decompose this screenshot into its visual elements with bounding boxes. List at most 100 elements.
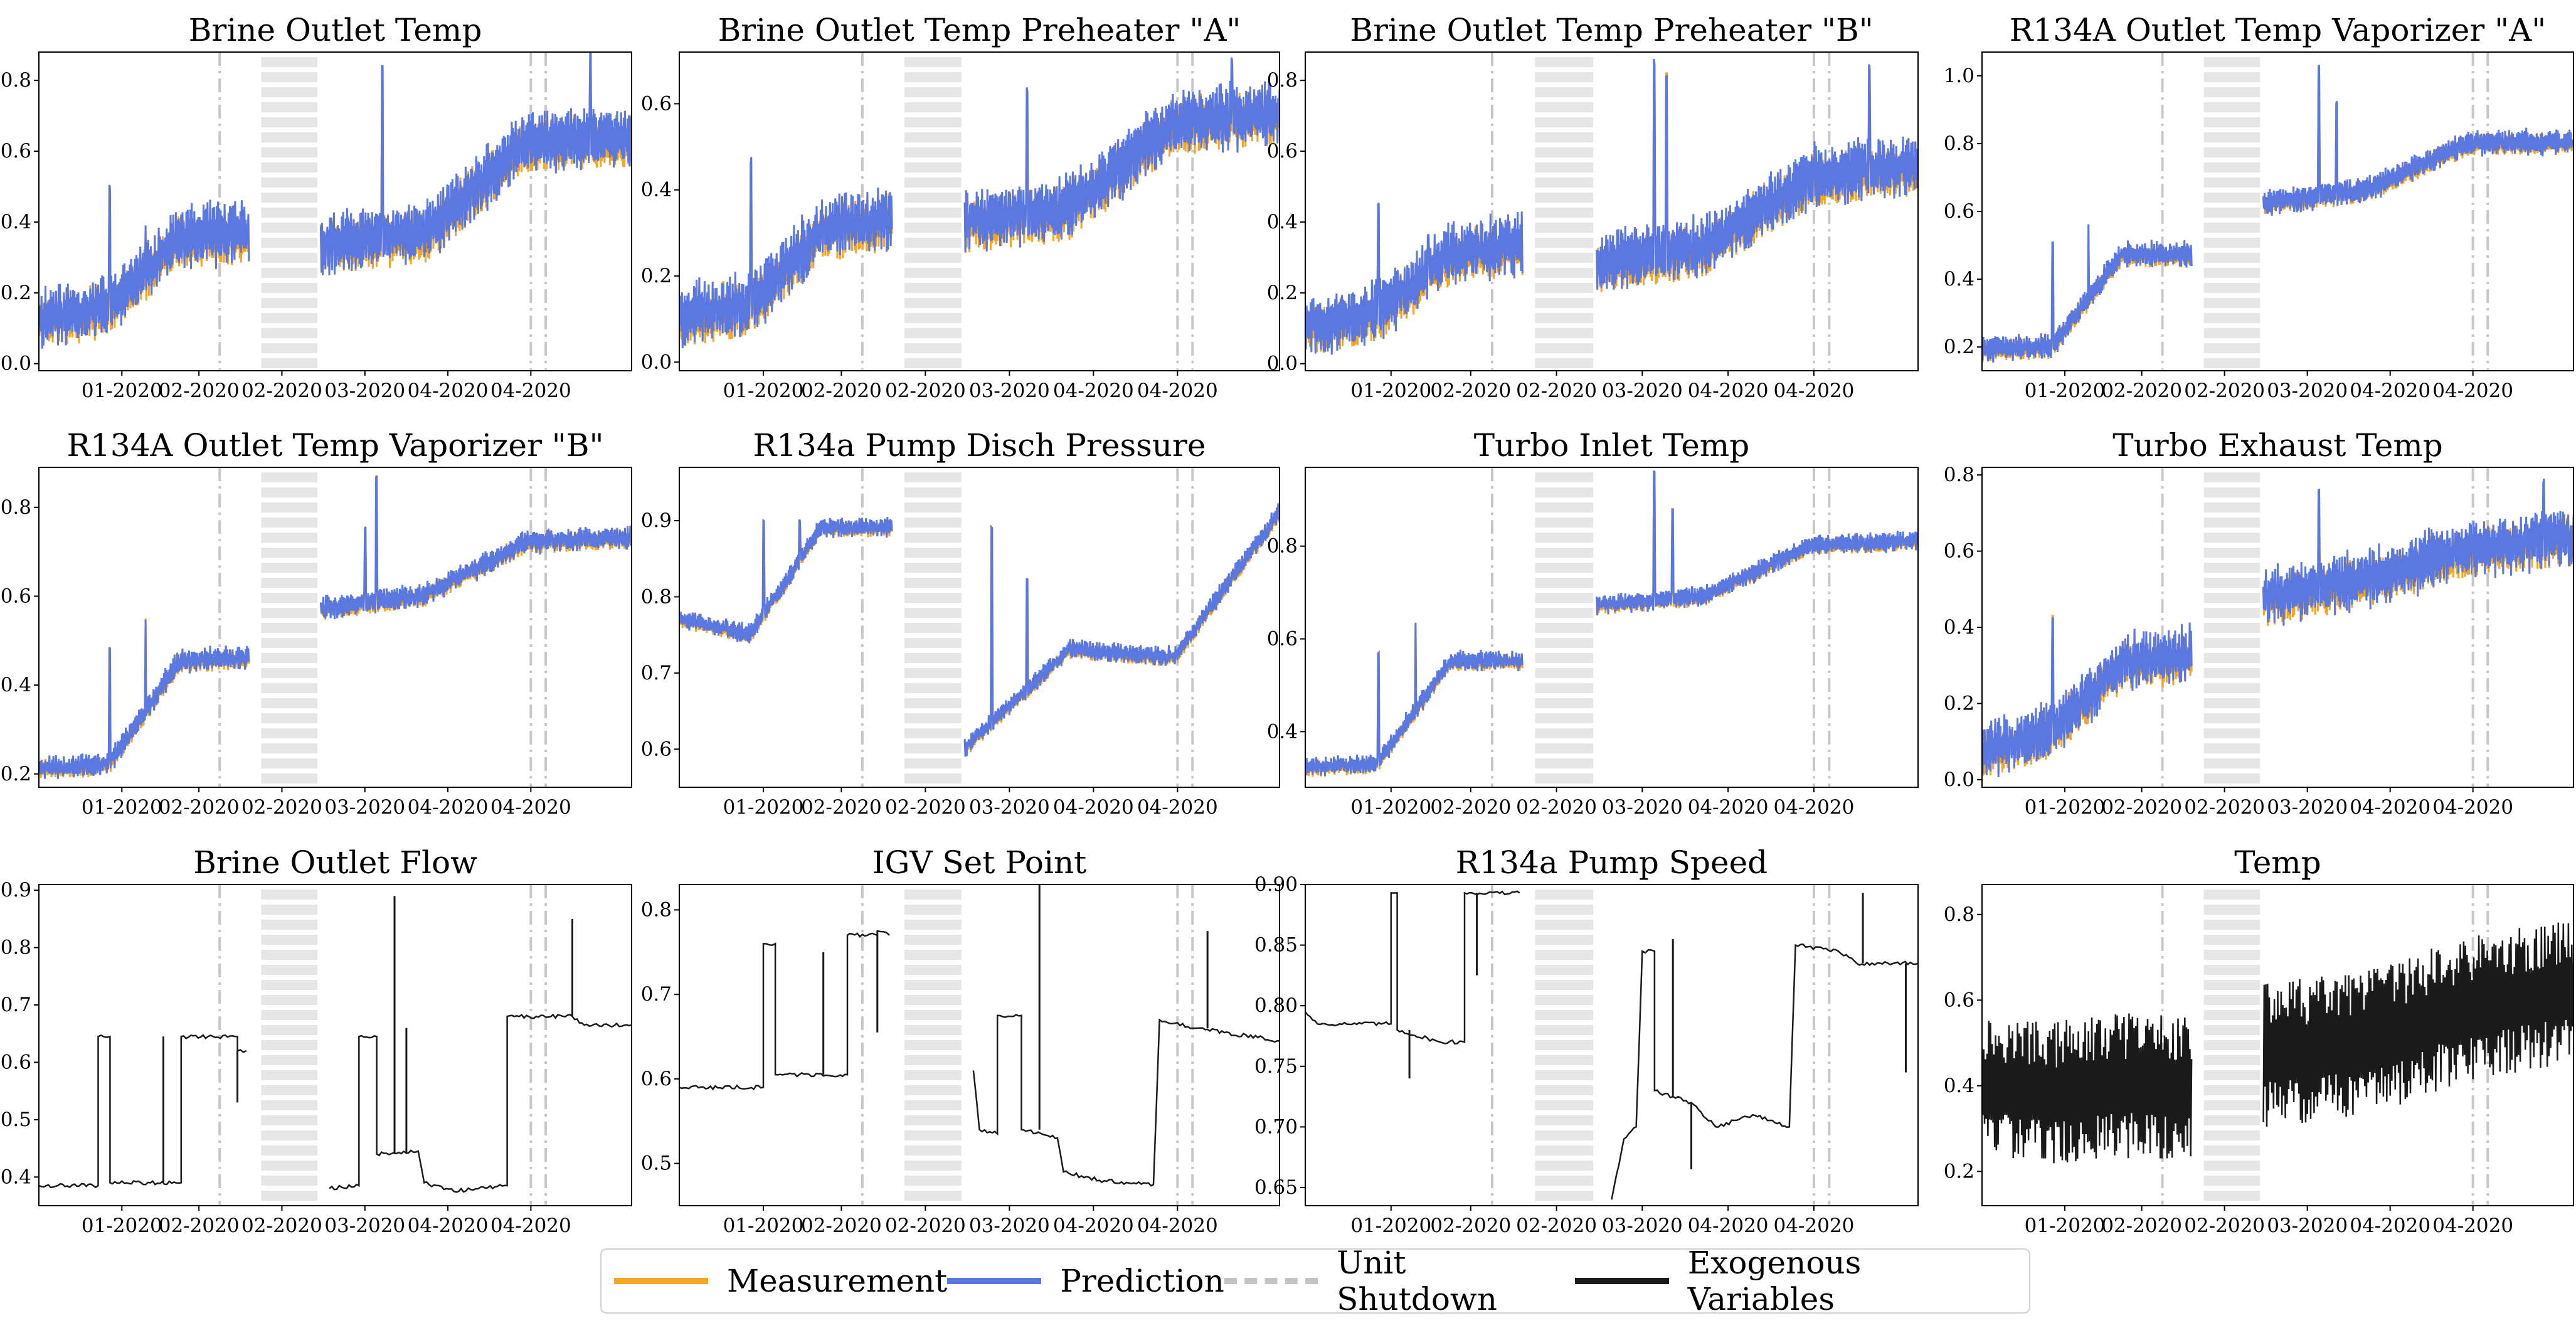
x-tick-label: 04-2020	[408, 796, 489, 819]
shutdown-stripe	[1535, 87, 1594, 97]
series-group	[39, 896, 632, 1193]
shutdown-stripe	[904, 193, 962, 203]
shutdown-stripe	[2203, 358, 2261, 368]
x-tick-label: 02-2020	[801, 796, 882, 819]
shutdown-stripe	[1535, 653, 1594, 663]
shutdown-stripe	[904, 487, 962, 497]
shutdown-stripe	[1535, 623, 1594, 633]
plot-title: Temp	[2234, 844, 2321, 881]
shutdown-stripe	[1535, 578, 1594, 588]
shutdown-stripe	[2203, 472, 2261, 482]
x-tick-label: 03-2020	[2267, 1214, 2348, 1237]
x-tick-label: 02-2020	[2184, 380, 2265, 402]
x-tick-label: 02-2020	[885, 380, 966, 402]
y-tick-label: 0.4	[641, 179, 672, 201]
shutdown-stripe	[2203, 995, 2261, 1005]
shutdown-stripe	[1535, 102, 1594, 112]
y-tick-label: 0.2	[1, 763, 31, 785]
axes-frame	[679, 884, 1280, 1206]
shutdown-stripe	[261, 758, 318, 768]
x-tick-label: 01-2020	[82, 796, 162, 819]
shutdown-stripe	[2203, 283, 2261, 293]
prediction-line	[679, 57, 1280, 349]
y-tick-label: 0.6	[1944, 200, 1974, 223]
shutdown-stripe	[1535, 1145, 1594, 1156]
shutdown-stripe	[261, 102, 318, 112]
shutdown-stripe	[261, 1025, 318, 1035]
shutdown-stripe	[1535, 890, 1594, 900]
x-tick-label: 03-2020	[324, 796, 405, 819]
shutdown-stripe	[2203, 638, 2261, 648]
shutdown-stripe	[2203, 1130, 2261, 1140]
shutdown-stripe	[261, 298, 318, 308]
shutdown-stripe	[1535, 1191, 1594, 1201]
shutdown-stripe	[261, 268, 318, 278]
shutdown-stripe	[2203, 773, 2261, 784]
shutdown-stripe	[904, 162, 962, 173]
shutdown-stripe	[1535, 1100, 1594, 1110]
shutdown-stripe	[1535, 668, 1594, 678]
y-tick-label: 0.4	[1944, 268, 1974, 290]
shutdown-stripe	[904, 995, 962, 1005]
shutdown-stripe	[2203, 223, 2261, 233]
shutdown-stripe	[1535, 117, 1594, 127]
shutdown-stripe	[904, 743, 962, 753]
plot-title: R134a Pump Speed	[1456, 844, 1768, 881]
shutdown-stripe	[2203, 728, 2261, 738]
shutdown-stripe	[261, 1191, 318, 1201]
plot-title: Turbo Exhaust Temp	[2112, 427, 2443, 464]
shutdown-stripe	[1535, 995, 1594, 1005]
x-tick-label: 04-2020	[1137, 380, 1218, 402]
series-group	[1305, 58, 1918, 355]
x-tick-label: 04-2020	[1137, 1214, 1218, 1237]
shutdown-stripe	[904, 950, 962, 960]
x-tick-label: 02-2020	[2101, 796, 2182, 819]
subplot-8: Turbo Exhaust Temp 0.0 0.2 0.4 0.6 0.8 01-2020…	[1944, 427, 2574, 819]
shutdown-stripe	[261, 743, 318, 753]
shutdown-stripe	[2203, 72, 2261, 82]
legend-item-exogenous: Exogenous Variables	[1575, 1245, 2017, 1317]
shutdown-stripe	[2203, 548, 2261, 558]
x-tick-label: 02-2020	[241, 380, 322, 402]
x-tick-label: 03-2020	[2267, 380, 2348, 402]
shutdown-stripe	[261, 965, 318, 975]
shutdown-stripe	[1535, 1070, 1594, 1080]
y-tick-label: 0.8	[641, 585, 672, 608]
y-tick-label: 0.6	[641, 92, 672, 115]
prediction-line	[679, 502, 1280, 757]
legend-item-shutdown: Unit Shutdown	[1224, 1245, 1576, 1317]
prediction-line	[1305, 470, 1918, 777]
shutdown-stripe	[1535, 358, 1594, 368]
shutdown-stripe	[2203, 668, 2261, 678]
y-tick-label: 0.7	[1, 994, 31, 1016]
shutdown-stripe	[904, 208, 962, 218]
shutdown-stripe	[904, 728, 962, 738]
series-group	[1305, 470, 1918, 777]
shutdown-stripe	[1535, 1130, 1594, 1140]
shutdown-stripe	[1535, 253, 1594, 263]
shutdown-stripe	[261, 773, 318, 784]
shutdown-stripe	[904, 1115, 962, 1125]
subplot-3: Brine Outlet Temp Preheater "B" 0.0 0.2 0.4…	[1267, 12, 1919, 402]
y-tick-label: 0.75	[1254, 1055, 1298, 1078]
shutdown-stripe	[261, 1161, 318, 1171]
unit-shutdown-band	[261, 890, 318, 1201]
legend-label-measurement: Measurement	[727, 1263, 948, 1299]
shutdown-stripe	[2203, 653, 2261, 663]
y-tick-label: 0.2	[1944, 1160, 1974, 1182]
x-tick-label: 01-2020	[723, 796, 804, 819]
x-tick-label: 04-2020	[408, 380, 489, 402]
shutdown-stripe	[2203, 578, 2261, 588]
shutdown-stripe	[904, 683, 962, 693]
plot-title: R134A Outlet Temp Vaporizer "B"	[66, 427, 603, 464]
shutdown-stripe	[261, 905, 318, 915]
legend-swatch-shutdown	[1224, 1278, 1318, 1284]
x-tick-label: 04-2020	[1773, 380, 1854, 402]
unit-shutdown-band	[2203, 890, 2261, 1201]
axes-frame	[1981, 884, 2574, 1206]
series-group	[1982, 922, 2573, 1164]
shutdown-stripe	[1535, 638, 1594, 648]
shutdown-stripe	[1535, 950, 1594, 960]
subplot-4: R134A Outlet Temp Vaporizer "A" 0.2 0.4 0.6…	[1944, 12, 2574, 402]
legend-swatch-prediction	[947, 1278, 1042, 1284]
